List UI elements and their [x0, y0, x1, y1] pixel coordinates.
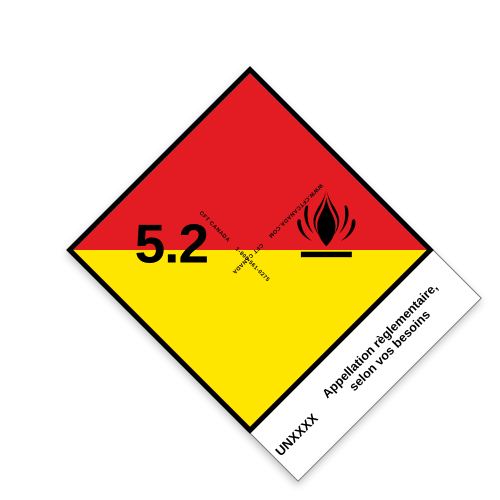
flame-icon — [266, 174, 386, 294]
hazmat-label: 5.2 WWW.CFTCANADA.COM CFT CANADA CFT CAN… — [0, 0, 500, 500]
tab-line-2: UNXXXX — [272, 410, 320, 458]
class-number: 5.2 — [135, 211, 208, 275]
